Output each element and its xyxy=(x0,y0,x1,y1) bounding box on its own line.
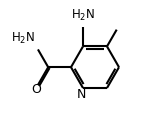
Text: H$_2$N: H$_2$N xyxy=(11,31,36,46)
Text: N: N xyxy=(77,88,86,101)
Text: H$_2$N: H$_2$N xyxy=(71,8,95,23)
Text: O: O xyxy=(31,83,41,96)
